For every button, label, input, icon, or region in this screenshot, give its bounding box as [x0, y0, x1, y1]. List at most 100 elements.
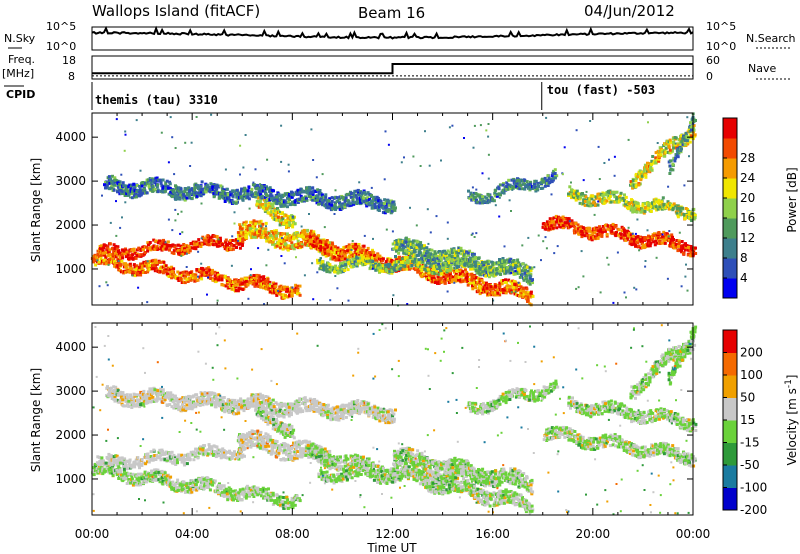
power-cell: [371, 260, 375, 263]
power-cell: [266, 236, 270, 240]
power-cell: [103, 258, 107, 262]
power-cell: [238, 242, 242, 246]
power-cell: [197, 238, 201, 242]
power-cell: [179, 187, 183, 191]
power-cell: [231, 239, 235, 242]
power-cell: [444, 264, 448, 268]
power-cell: [481, 195, 485, 199]
power-cell: [159, 178, 163, 182]
power-cell: [381, 257, 385, 261]
power-cell: [349, 202, 353, 206]
power-cell: [241, 288, 245, 291]
power-cell: [479, 283, 483, 287]
power-cell: [457, 276, 461, 279]
power-cell: [278, 246, 282, 250]
power-cell: [355, 264, 359, 268]
power-cell: [195, 194, 199, 198]
power-cell: [390, 209, 394, 213]
power-cell: [274, 214, 278, 218]
power-cell: [397, 248, 401, 252]
power-cell: [124, 248, 128, 252]
power-cell: [435, 269, 439, 273]
power-cell: [202, 268, 206, 272]
power-cell: [256, 196, 260, 200]
power-cell: [484, 281, 488, 285]
power-cell: [440, 266, 444, 270]
power-cell: [263, 230, 267, 234]
power-cell: [226, 279, 229, 282]
power-cell: [481, 281, 485, 285]
power-cell: [411, 260, 415, 263]
power-cell: [208, 187, 212, 191]
power-cell: [439, 252, 442, 256]
power-cell: [359, 198, 362, 202]
power-cell: [159, 241, 163, 245]
power-cell: [205, 239, 209, 243]
power-cell: [603, 223, 607, 227]
power-cell: [215, 244, 219, 248]
power-cell: [226, 248, 230, 252]
station-title: Wallops Island (fitACF): [92, 2, 260, 20]
power-cell: [323, 198, 327, 202]
power-cell: [163, 244, 167, 248]
power-cell: [164, 183, 168, 187]
power-cell: [159, 270, 163, 274]
power-cell: [249, 220, 253, 224]
power-cell: [451, 276, 455, 280]
power-cell: [301, 189, 305, 193]
power-cell: [502, 279, 506, 282]
power-cell: [277, 231, 281, 235]
power-cell: [309, 190, 313, 194]
power-cell: [106, 254, 110, 258]
power-cell: [110, 184, 114, 188]
power-cell: [271, 242, 274, 246]
power-cell: [238, 239, 241, 243]
power-cell: [353, 255, 357, 259]
power-cell: [181, 246, 185, 250]
power-cell: [337, 269, 341, 273]
power-cell: [281, 217, 285, 221]
power-cell: [153, 181, 157, 185]
power-cell: [459, 279, 463, 283]
power-cell: [299, 241, 303, 245]
power-cell: [480, 290, 484, 294]
power-cell: [309, 235, 312, 239]
power-cell: [238, 191, 242, 195]
power-cell: [113, 176, 117, 180]
power-cell: [338, 201, 341, 205]
power-cell: [242, 281, 246, 285]
power-cell: [235, 195, 239, 199]
power-cell: [449, 268, 452, 272]
power-cell: [213, 274, 217, 278]
power-cell: [266, 277, 270, 281]
power-cell: [352, 258, 356, 262]
beam-label: Beam 16: [358, 4, 425, 22]
power-cell: [188, 271, 192, 275]
power-cell: [512, 280, 516, 284]
power-cell: [494, 293, 498, 297]
power-cell: [422, 251, 426, 255]
power-cell: [395, 249, 398, 253]
power-cell: [294, 198, 298, 202]
power-cell: [464, 276, 468, 280]
power-cell: [349, 203, 353, 207]
power-cell: [167, 275, 171, 278]
power-cell: [443, 281, 447, 285]
power-cell: [326, 249, 330, 253]
power-cell: [465, 270, 469, 274]
power-cell: [523, 271, 527, 275]
power-cell: [344, 263, 348, 267]
power-cell: [411, 242, 415, 246]
power-cell: [309, 243, 313, 247]
power-cell: [120, 259, 124, 263]
power-cell: [256, 183, 259, 187]
power-cell: [201, 242, 205, 246]
power-cell: [155, 176, 159, 180]
power-cell: [127, 193, 131, 197]
power-cell: [368, 198, 372, 201]
power-cell: [138, 185, 142, 189]
power-cell: [312, 234, 316, 238]
power-cell: [152, 258, 156, 262]
power-cell: [281, 193, 285, 197]
power-cell: [216, 276, 220, 280]
